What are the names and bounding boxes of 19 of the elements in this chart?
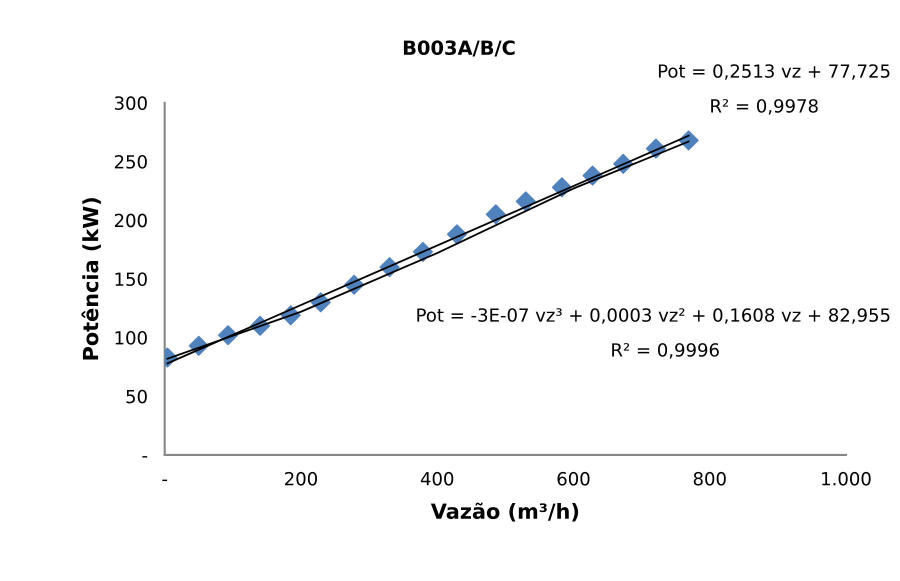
annotation: R² = 0,9996 <box>612 343 719 359</box>
y-tick-label: 300 <box>114 96 147 110</box>
y-tick-label: 250 <box>114 154 147 169</box>
y-tick-label: 150 <box>116 272 147 286</box>
annotation: R² = 0,9978 <box>711 99 818 115</box>
y-tick-label: - <box>142 456 148 458</box>
x-axis-title: Vazão (m³/h) <box>430 502 578 522</box>
annotation: Pot = -3E-07 vz³ + 0,0003 vz² + 0,1608 vz + 82,955 <box>417 308 890 324</box>
x-tick-label: 200 <box>285 472 317 486</box>
chart-title: B003A/B/C <box>404 40 515 57</box>
x-tick-label: 400 <box>420 472 454 486</box>
y-tick-label: 50 <box>126 390 147 404</box>
x-tick-label: 600 <box>558 472 590 486</box>
x-tick-label: 800 <box>694 472 726 486</box>
text: Pot = 0,2513 vz + 77,725 <box>658 64 890 80</box>
y-tick-label: 100 <box>116 331 147 345</box>
y-tick-label: 200 <box>114 214 147 228</box>
x-tick-label: 1.000 <box>822 472 871 486</box>
y-axis-title: Potência (kW) <box>81 198 101 360</box>
